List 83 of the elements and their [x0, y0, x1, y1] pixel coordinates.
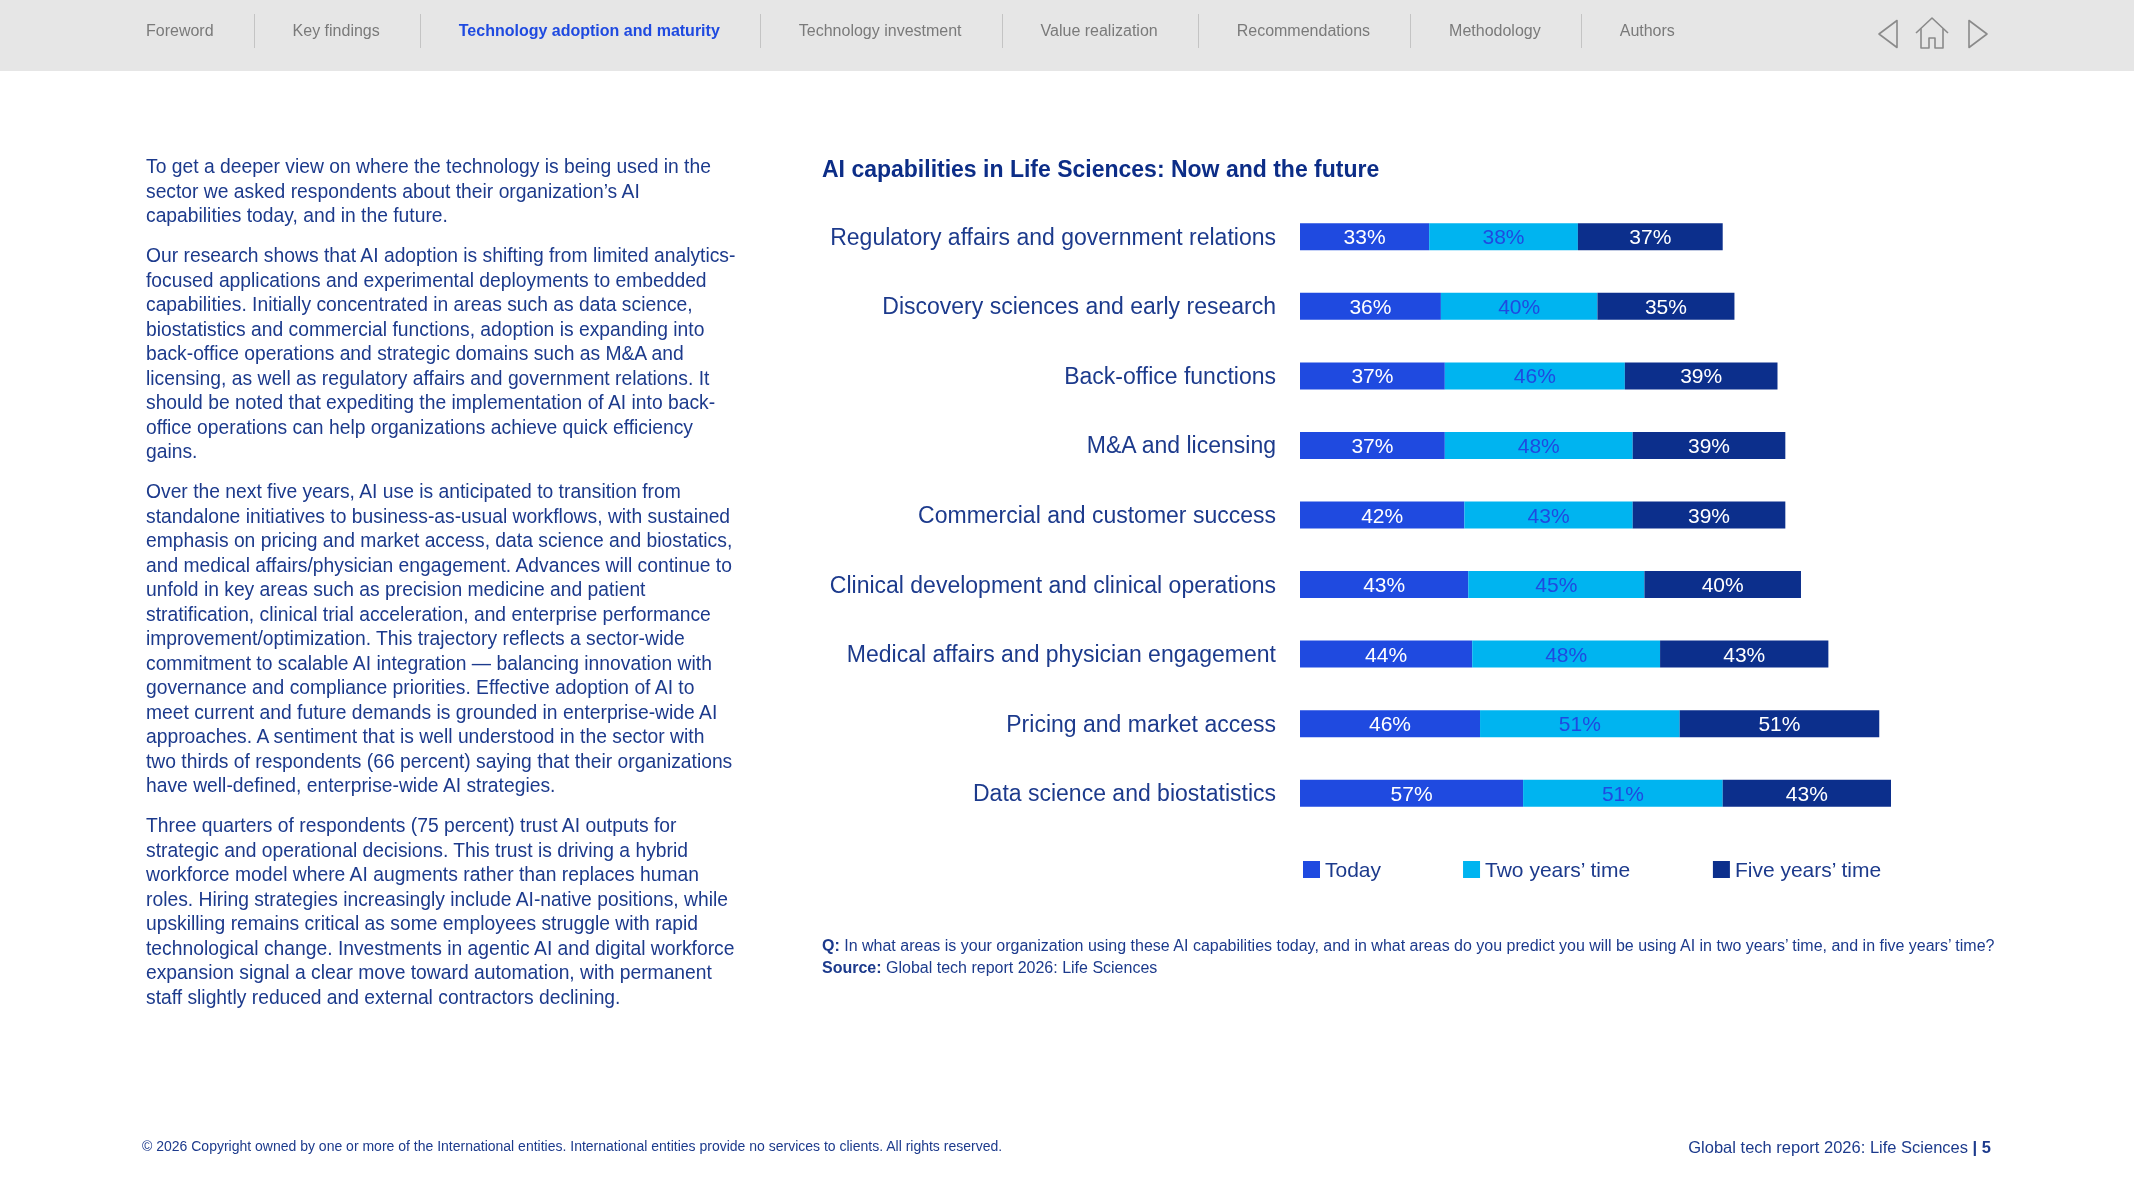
- data-label: 37%: [1351, 433, 1394, 457]
- bar: [1300, 779, 1524, 807]
- bar: [1577, 223, 1723, 251]
- bar: [1472, 640, 1661, 668]
- text: Value realization: [1001, 14, 1198, 48]
- data-label: 45%: [1535, 573, 1578, 597]
- bar: [1300, 501, 1465, 529]
- bar: [1300, 292, 1441, 320]
- data-label: 51%: [1601, 781, 1644, 805]
- y-tick-label: Back-office functions: [1064, 362, 1276, 389]
- bar: [1429, 223, 1578, 251]
- bar: [1440, 292, 1598, 320]
- data-label: 44%: [1365, 642, 1408, 666]
- text: Key findings: [253, 14, 420, 48]
- data-label: 43%: [1363, 573, 1406, 597]
- bar: [1624, 362, 1778, 390]
- bar: [1300, 640, 1473, 668]
- y-tick-label: Clinical development and clinical operations: [829, 571, 1276, 598]
- data-label: 43%: [1527, 503, 1570, 527]
- bar: [1660, 640, 1829, 668]
- data-label: 48%: [1545, 642, 1588, 666]
- bar: [1597, 292, 1735, 320]
- data-label: 48%: [1517, 433, 1560, 457]
- data-label: 51%: [1558, 712, 1601, 736]
- text: To get a deeper view on where the technology is being used in the sector we asked respondents about their organization’s AI capabilities today, and in the future.: [146, 155, 712, 228]
- bar: [1300, 223, 1430, 251]
- bar: [1632, 501, 1786, 529]
- text: AI capabilities in Life Sciences: Now and the future: [822, 155, 1380, 182]
- y-tick-label: Commercial and customer success: [918, 502, 1276, 528]
- legend-label: Today: [1325, 858, 1382, 881]
- y-tick-label: Pricing and market access: [1006, 710, 1276, 737]
- data-label: 46%: [1369, 712, 1412, 736]
- text: Over the next five years, AI use is anticipated to transition from standalone initiatives to business-as-usual workflows, with sustained emphasis on pricing and market access, data science and biostatics, and medical affairs/physician engagement. Advances will continue to unfold in key areas such as precision medicine and patient stratification, clinical trial acceleration, and enterprise performance improvement/optimization. This trajectory reflects a sector-wide commitment to scalable AI integration — balancing innovation with governance and compliance priorities. Effective adoption of AI to meet current and future demands is grounded in enterprise-wide AI approaches. A sentiment that is well understood in the sector with two thirds of respondents (66 percent) saying that their organizations have well-defined, enterprise-wide AI strategies.: [146, 481, 733, 796]
- y-tick-label: Regulatory affairs and government relations: [830, 223, 1276, 250]
- bar: [1300, 431, 1445, 459]
- text: Foreword: [146, 21, 215, 41]
- data-label: 39%: [1687, 503, 1731, 527]
- data-label: 36%: [1349, 294, 1392, 318]
- bar: [1444, 362, 1625, 390]
- text: Q: In what areas is your organization using these AI capabilities today, and in what areas do you predict you will be using AI in two years’ time, and in five years’ time?: [822, 936, 1996, 956]
- data-label: 40%: [1498, 294, 1541, 318]
- bar: [1644, 571, 1801, 599]
- text: Authors: [1580, 14, 1715, 48]
- data-label: 43%: [1723, 642, 1766, 666]
- data-label: 37%: [1351, 364, 1394, 388]
- bar: [1300, 362, 1445, 390]
- bar: [1722, 779, 1891, 807]
- y-tick-label: Discovery sciences and early research: [882, 293, 1276, 320]
- data-label: 35%: [1644, 294, 1687, 318]
- data-label: 42%: [1361, 503, 1404, 527]
- text: Technology investment: [759, 14, 1002, 48]
- y-tick-label: Medical affairs and physician engagement: [846, 641, 1277, 668]
- text: Our research shows that AI adoption is shifting from limited analytics-focused applications and experimental deployments to embedded capabilities. Initially concentrated in areas such as data science, biostatistics and commercial functions, adoption is expanding into back-office operations and strategic domains such as M&A and licensing, as well as regulatory affairs and government relations. It should be noted that expediting the implementation of AI into back-office operations can help organizations achieve quick efficiency gains.: [146, 245, 736, 462]
- bar: [1480, 710, 1680, 738]
- text: Technology adoption and maturity: [419, 14, 760, 48]
- legend-label: Two years’ time: [1485, 858, 1631, 881]
- data-label: 37%: [1629, 225, 1672, 249]
- data-label: 38%: [1482, 225, 1525, 249]
- text: Methodology: [1410, 14, 1581, 48]
- data-label: 40%: [1701, 573, 1744, 597]
- text: Three quarters of respondents (75 percent) trust AI outputs for strategic and operational decisions. This trust is driving a hybrid workforce model where AI augments rather than replaces human roles. Hiring strategies increasingly include AI-native positions, while upskilling remains critical as some employees struggle with rapid technological change. Investments in agentic AI and digital workforce expansion signal a clear move toward automation, with permanent staff slightly reduced and external contractors declining.: [146, 814, 736, 1010]
- bar: [1300, 710, 1481, 738]
- data-label: 43%: [1785, 781, 1828, 805]
- text: Global tech report 2026: Life Sciences | 5: [1688, 1137, 1991, 1158]
- legend-label: Five years’ time: [1734, 858, 1882, 881]
- bar: [1679, 710, 1880, 738]
- bar: [1444, 431, 1633, 459]
- bar: [1468, 571, 1645, 599]
- bar: [1632, 431, 1786, 459]
- text: Recommendations: [1197, 14, 1411, 48]
- data-label: 51%: [1758, 712, 1801, 736]
- source-note: Source: Global tech report 2026: Life Sciences: [822, 958, 1159, 978]
- data-label: 39%: [1680, 364, 1723, 388]
- bar: [1523, 779, 1723, 807]
- data-label: 46%: [1513, 364, 1556, 388]
- data-label: 33%: [1343, 225, 1386, 249]
- bar: [1464, 501, 1633, 529]
- text: © 2026 Copyright owned by one or more of the International entities. International entities provide no services to clients. All rights reserved.: [142, 1137, 1003, 1156]
- y-tick-label: Data science and biostatistics: [973, 780, 1276, 807]
- data-label: 39%: [1687, 433, 1731, 457]
- bar: [1300, 571, 1469, 599]
- y-tick-label: M&A and licensing: [1086, 432, 1276, 459]
- data-label: 57%: [1390, 781, 1433, 805]
